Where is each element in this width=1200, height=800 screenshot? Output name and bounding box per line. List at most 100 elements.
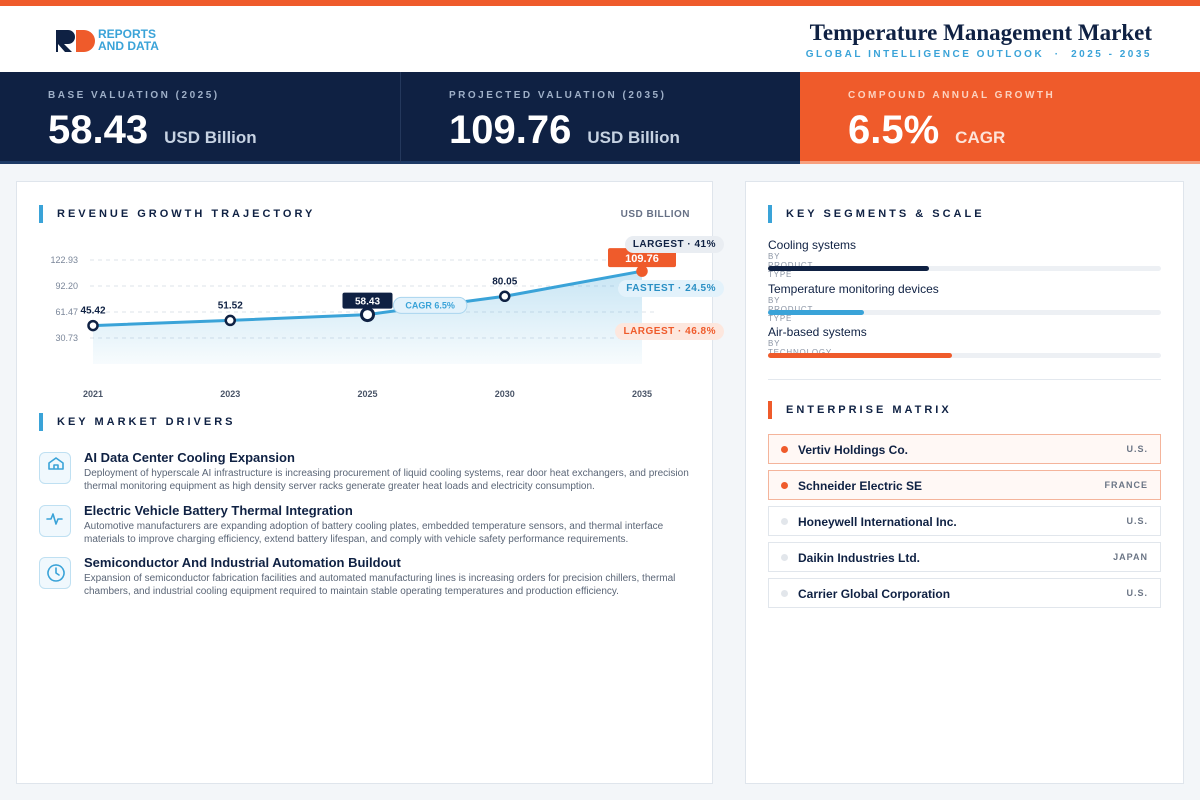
y-tick-label: 122.93 [50,255,78,265]
enterprise-row: Honeywell International Inc. U.S. [768,506,1161,536]
kpi-row: 58.43 USD Billion [48,108,257,153]
kpi-unit: USD Billion [164,128,257,147]
enterprise-dot [781,590,788,597]
chart: 30.73 61.47 92.20 122.93 CAGR 6.5% 2021 45.42 2… [50,248,676,399]
value-label: 51.52 [218,300,243,311]
point [499,290,511,303]
kpi-value: 6.5% [848,108,940,152]
enterprise-dot [781,482,788,489]
enterprise-name: Schneider Electric SE [798,479,923,493]
subtitle: GLOBAL INTELLIGENCE OUTLOOK · 2025 - 203… [805,49,1152,60]
point [224,314,236,327]
enterprise-country: U.S. [1126,444,1148,454]
icon [47,564,65,582]
chart-title: REVENUE GROWTH TRAJECTORY [39,205,315,223]
driver-title: Semiconductor And Industrial Automation … [84,555,401,570]
icon-path [47,564,65,582]
kpi: COMPOUND ANNUAL GROWTH 6.5% CAGR [800,72,1200,164]
value-label: 45.42 [80,306,105,317]
enterprise-row: Daikin Industries Ltd. JAPAN [768,542,1161,572]
icon-path [46,512,63,525]
segment-track [768,309,1161,315]
segment-badge: FASTEST · 24.5% [618,279,724,297]
segment-bar [768,309,865,315]
right-card: KEY SEGMENTS & SCALE ENTERPRISE MATRIX C… [615,181,1184,784]
kpi-band: BASE VALUATION (2025) 58.43 USD Billion PRO… [0,72,1200,164]
annotation: CAGR 6.5% [405,300,455,310]
driver-title: AI Data Center Cooling Expansion [84,450,295,465]
segments-title: KEY SEGMENTS & SCALE [768,205,985,223]
kpi-value: 109.76 [449,108,572,152]
x-tick-label: 2021 [83,389,103,399]
enterprise-name: Honeywell International Inc. [798,515,957,529]
enterprise-name: Daikin Industries Ltd. [798,551,921,565]
segment-bar [768,353,952,358]
x-tick-label: 2030 [495,389,515,399]
logo-bottom: AND DATA [98,39,159,53]
value-label: 58.43 [355,297,380,308]
value-label: 109.76 [625,253,659,265]
chart-unit: USD BILLION [620,209,690,220]
enterprise-dot [781,518,788,525]
segment-name: Temperature monitoring devices [768,281,939,296]
driver-text: Automotive manufacturers are expanding a… [84,520,664,545]
icon [46,512,63,525]
driver-text: Expansion of semiconductor fabrication f… [84,573,676,597]
segment-badge: LARGEST · 46.8% [615,323,724,340]
logo-top: REPORTS [98,27,157,41]
annotation-pill [392,296,468,314]
icon [48,457,64,470]
enterprise-name: Vertiv Holdings Co. [798,443,909,457]
segment-badge: LARGEST · 41% [624,236,724,253]
enterprise-country: U.S. [1126,588,1148,598]
segment-group: BY PRODUCT TYPE [768,252,812,279]
segment-name: Air-based systems [768,325,867,339]
label-box [342,292,393,309]
enterprise-row: Carrier Global Corporation U.S. [768,578,1161,608]
driver-icon [39,452,71,484]
kpi-label: PROJECTED VALUATION (2035) [449,90,667,101]
kpi: BASE VALUATION (2025) 58.43 USD Billion [0,72,400,164]
enterprise-dot [781,446,788,453]
point [636,265,648,277]
header: REPORTS AND DATA Temperature Management … [0,0,1200,72]
drivers-title: KEY MARKET DRIVERS [39,413,235,431]
segment-track [768,353,1161,358]
driver-title: Electric Vehicle Battery Thermal Integra… [84,502,353,518]
driver-icon [39,557,71,589]
point [87,319,99,332]
driver-icon [39,504,71,537]
x-tick-label: 2023 [220,389,240,399]
enterprise-country: U.S. [1126,516,1148,526]
segment-group: BY PRODUCT TYPE [768,295,812,323]
x-tick-label: 2035 [632,389,652,399]
kpi-row: 109.76 USD Billion [449,108,680,153]
title: Temperature Management Market [809,20,1152,45]
kpi-row: 6.5% CAGR [848,108,1005,153]
kpi-label: BASE VALUATION (2025) [48,90,220,101]
point [360,307,375,323]
enterprise-title: ENTERPRISE MATRIX [768,401,952,419]
divider [768,379,1161,380]
segment-bar [768,266,930,271]
y-tick-label: 92.20 [55,281,78,291]
enterprise-row: Schneider Electric SE FRANCE [768,470,1161,500]
segment-group: BY TECHNOLOGY [768,339,831,357]
enterprise-dot [781,554,788,561]
kpi: PROJECTED VALUATION (2035) 109.76 USD Bill… [400,72,800,164]
enterprise-name: Carrier Global Corporation [798,587,951,601]
segment-name: Cooling systems [768,238,857,252]
logo-text: REPORTS AND DATA [98,28,159,52]
left-card: REVENUE GROWTH TRAJECTORY USD BILLION KE… [16,181,713,784]
segment-track [768,266,1161,271]
value-label: 80.05 [492,276,517,287]
kpi-unit: USD Billion [587,128,680,147]
enterprise-country: FRANCE [1104,480,1148,490]
x-tick-label: 2025 [357,389,377,399]
kpi-value: 58.43 [48,108,149,152]
driver-text: Deployment of hyperscale AI infrastructu… [84,468,689,492]
y-tick-label: 30.73 [55,333,78,343]
enterprise-row: Vertiv Holdings Co. U.S. [768,434,1161,464]
y-tick-label: 61.47 [55,307,78,317]
